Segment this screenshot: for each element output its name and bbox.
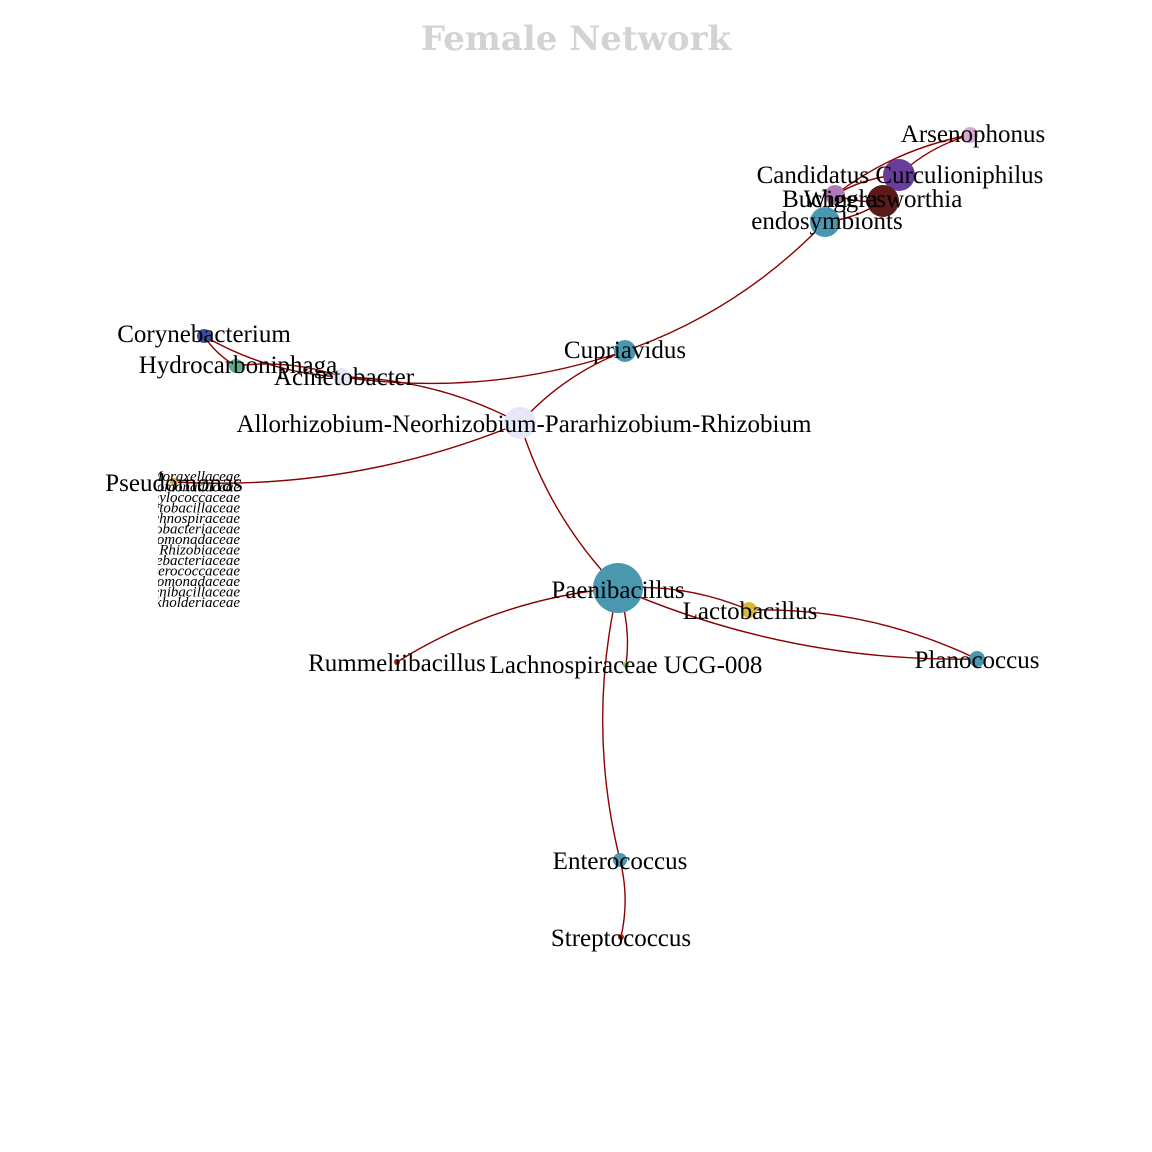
node-hydrocarboniphaga bbox=[229, 359, 243, 373]
node-label-acinetobacter: Acinetobacter bbox=[274, 364, 415, 391]
node-cupriavidus bbox=[614, 340, 636, 362]
node-label-cupriavidus: Cupriavidus bbox=[564, 337, 686, 364]
legend-label: Burkholderiaceae bbox=[133, 595, 241, 611]
node-corynebacterium bbox=[197, 329, 211, 343]
legend-label: Lactobacillaceae bbox=[136, 501, 241, 517]
family-legend: MoraxellaceaePseudomonadaceaeStaphylococ… bbox=[118, 469, 241, 611]
edge-arsenophonus-buchnera bbox=[834, 134, 971, 196]
edge-acinetobacter-hydrocarboniphaga bbox=[235, 363, 343, 378]
node-planococcus bbox=[969, 651, 985, 667]
node-streptococcus bbox=[618, 934, 624, 940]
edge-allorhizobium-acinetobacter bbox=[341, 376, 521, 424]
node-buchnera bbox=[825, 185, 845, 205]
edge-enterococcus-streptococcus bbox=[619, 859, 626, 938]
node-wigglesworthia bbox=[867, 185, 899, 217]
node-label-pseudomonas: Pseudomonas bbox=[105, 470, 243, 497]
edge-acinetobacter-corynebacterium bbox=[203, 335, 343, 378]
node-lactobacillus bbox=[741, 602, 757, 618]
node-label-allorhizobium: Allorhizobium-Neorhizobium-Pararhizobium… bbox=[237, 411, 812, 438]
node-endosymbionts bbox=[810, 207, 840, 237]
edge-cupriavidus-endosymbionts bbox=[624, 221, 826, 352]
node-label-buchnera: Buchnera bbox=[782, 186, 878, 213]
node-label-streptococcus: Streptococcus bbox=[551, 925, 691, 952]
node-label-planococcus: Planococcus bbox=[915, 647, 1040, 674]
edge-cupriavidus-acinetobacter bbox=[341, 350, 626, 385]
legend-label: Staphylococcaceae bbox=[125, 490, 240, 506]
node-label-endosymbionts: endosymbionts bbox=[751, 208, 902, 235]
legend-label: Paenibacillaceae bbox=[135, 585, 240, 601]
label-layer: Paenibacillus Allorhizobium-Neorhizobium-… bbox=[105, 121, 1045, 952]
node-rummeliibacillus bbox=[394, 659, 400, 665]
node-acinetobacter bbox=[333, 368, 351, 386]
edge-paenibacillus-enterococcus bbox=[601, 587, 621, 861]
node-label-candidatus: Candidatus Curculioniphilus bbox=[757, 162, 1044, 189]
legend-label: Rhizobiaceae bbox=[158, 543, 240, 559]
edge-allorhizobium-paenibacillus bbox=[519, 422, 619, 589]
node-label-enterococcus: Enterococcus bbox=[553, 848, 688, 875]
edge-allorhizobium-pseudomonas bbox=[173, 422, 521, 484]
node-candidatus bbox=[883, 159, 915, 191]
edge-paenibacillus-rummeliibacillus bbox=[396, 587, 619, 663]
legend-label: Moraxellaceae bbox=[149, 469, 240, 485]
edge-layer bbox=[173, 134, 978, 938]
legend-label: Xanthomonadaceae bbox=[120, 532, 240, 548]
node-label-rummeliibacillus: Rummeliibacillus bbox=[308, 650, 486, 677]
node-lachnospiraceae bbox=[623, 662, 629, 668]
node-label-hydrocarboniphaga: Hydrocarboniphaga bbox=[139, 352, 338, 379]
legend-label: Enterococcaceae bbox=[136, 564, 240, 580]
node-label-paenibacillus: Paenibacillus bbox=[551, 577, 684, 604]
legend-label: Pseudomonadaceae bbox=[119, 480, 240, 496]
node-label-wigglesworthia: Wigglesworthia bbox=[804, 186, 963, 213]
legend-label: Corynebacteriaceae bbox=[118, 553, 240, 569]
node-paenibacillus bbox=[593, 563, 643, 613]
node-label-arsenophonus: Arsenophonus bbox=[901, 121, 1045, 148]
legend-label: Xanthomonadaceae bbox=[120, 574, 240, 590]
node-layer bbox=[170, 127, 985, 940]
chart-title: Female Network bbox=[421, 19, 733, 59]
node-label-corynebacterium: Corynebacterium bbox=[117, 321, 291, 348]
edge-lactobacillus-planococcus bbox=[748, 609, 978, 660]
node-label-lachnospiraceae: Lachnospiraceae UCG-008 bbox=[490, 652, 763, 679]
edge-paenibacillus-planococcus bbox=[617, 587, 978, 660]
node-pseudomonas bbox=[170, 478, 178, 486]
legend-label: Lachnospiraceae bbox=[136, 511, 241, 527]
node-arsenophonus bbox=[962, 127, 978, 143]
node-label-lactobacillus: Lactobacillus bbox=[683, 598, 818, 625]
legend-label: Carnobacteriaceae bbox=[124, 522, 240, 538]
node-allorhizobium bbox=[504, 407, 536, 439]
node-enterococcus bbox=[613, 853, 627, 867]
